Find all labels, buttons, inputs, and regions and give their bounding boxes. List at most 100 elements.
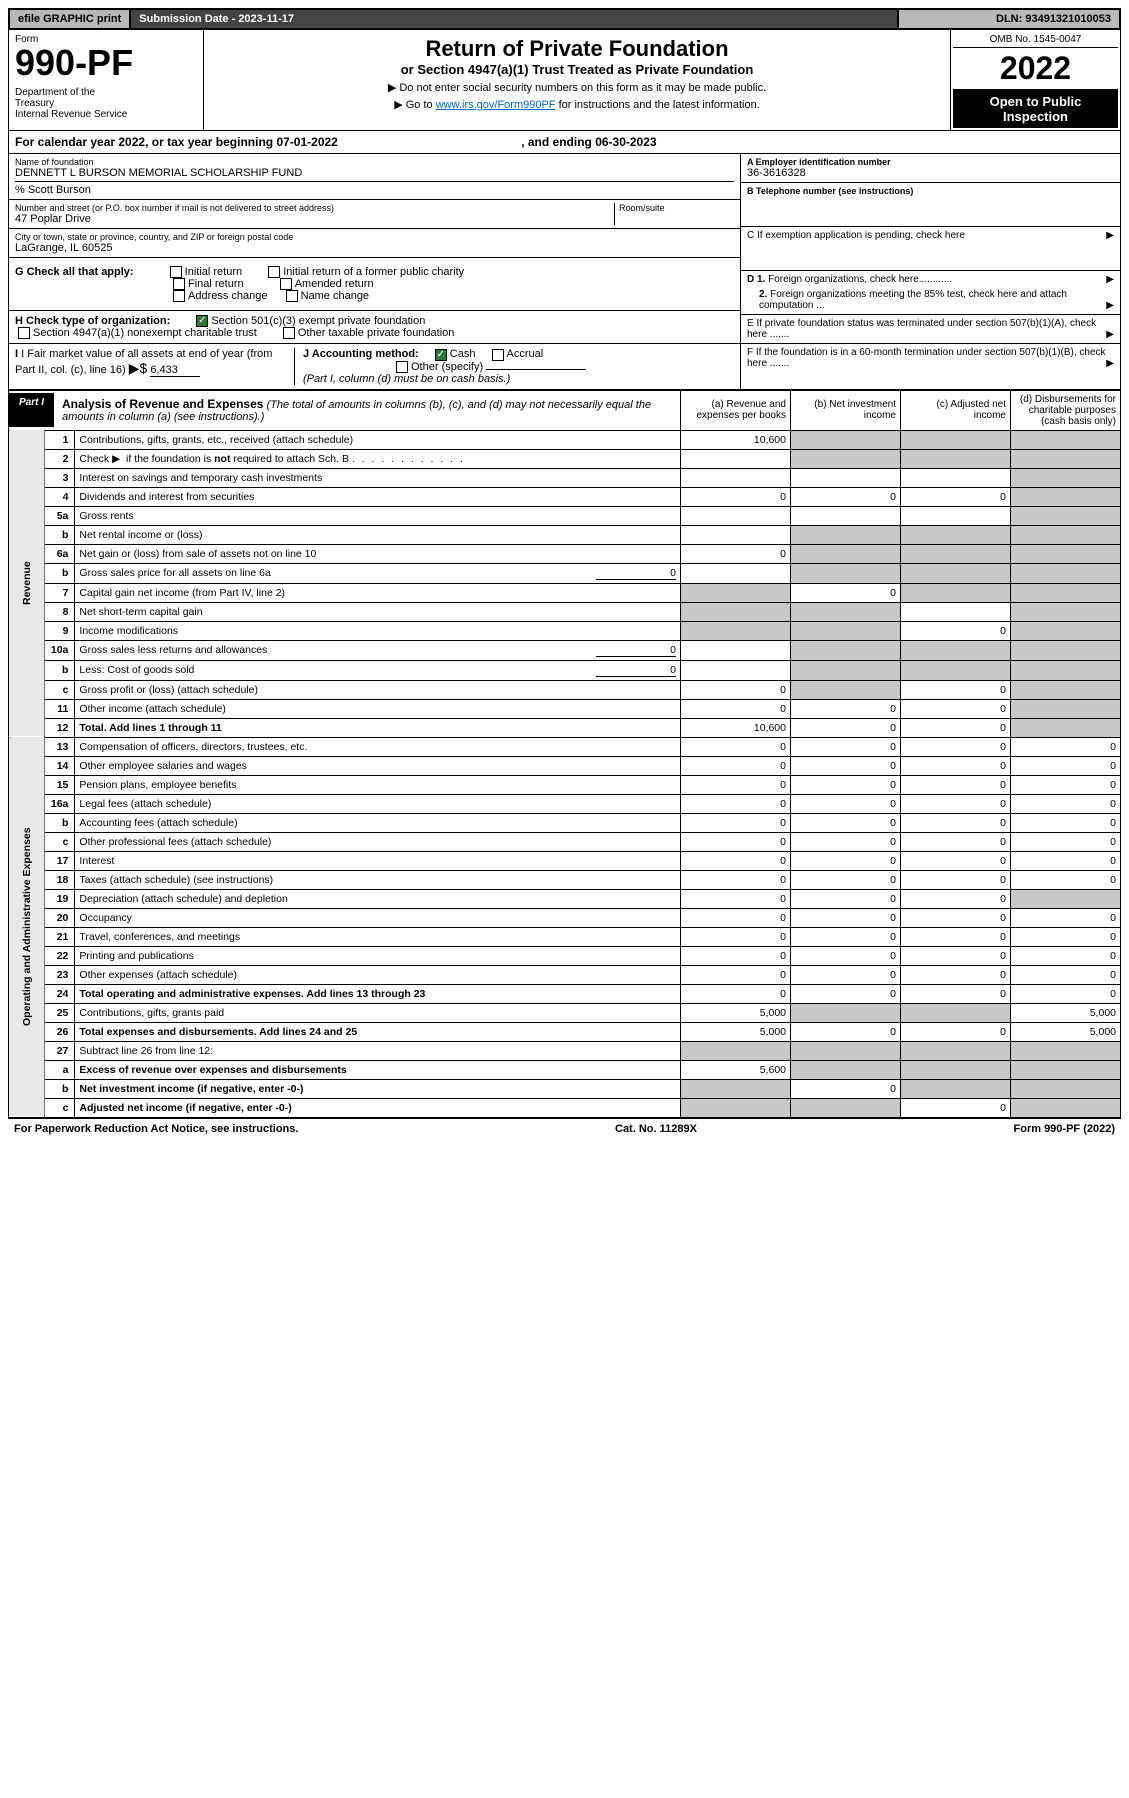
row-num: 15	[45, 775, 75, 794]
row-col-c	[901, 563, 1011, 583]
row-col-b	[791, 1060, 901, 1079]
cb-accrual[interactable]	[492, 349, 504, 361]
row-col-a	[681, 1098, 791, 1117]
row-col-a: 5,000	[681, 1003, 791, 1022]
phone-label: B Telephone number (see instructions)	[747, 186, 1114, 196]
row-col-a: 0	[681, 832, 791, 851]
row-num: b	[45, 813, 75, 832]
row-col-c: 0	[901, 756, 1011, 775]
cb-other-taxable[interactable]	[283, 327, 295, 339]
cb-501c3[interactable]	[196, 315, 208, 327]
row-col-a: 0	[681, 756, 791, 775]
row-col-b: 0	[791, 927, 901, 946]
row-col-c: 0	[901, 699, 1011, 718]
row-col-c	[901, 602, 1011, 621]
row-col-c: 0	[901, 984, 1011, 1003]
row-col-a	[681, 583, 791, 602]
form-title: Return of Private Foundation	[210, 36, 944, 62]
row-col-a: 0	[681, 699, 791, 718]
j-note: (Part I, column (d) must be on cash basi…	[303, 373, 510, 385]
row-col-d	[1011, 889, 1121, 908]
row-col-b: 0	[791, 718, 901, 737]
efile-label[interactable]: efile GRAPHIC print	[10, 10, 131, 28]
row-desc: Dividends and interest from securities	[75, 487, 681, 506]
row-col-b: 0	[791, 1022, 901, 1041]
row-num: c	[45, 1098, 75, 1117]
submission-date: Submission Date - 2023-11-17	[131, 10, 899, 28]
row-col-a: 0	[681, 870, 791, 889]
cb-name-change[interactable]	[286, 290, 298, 302]
cb-cash[interactable]	[435, 349, 447, 361]
row-col-a: 5,000	[681, 1022, 791, 1041]
row-col-b	[791, 640, 901, 660]
row-desc: Total expenses and disbursements. Add li…	[75, 1022, 681, 1041]
row-col-d	[1011, 544, 1121, 563]
row-num: 2	[45, 449, 75, 468]
d2-text: Foreign organizations meeting the 85% te…	[759, 289, 1067, 311]
row-col-d: 0	[1011, 737, 1121, 756]
row-col-c: 0	[901, 487, 1011, 506]
row-desc: Total operating and administrative expen…	[75, 984, 681, 1003]
row-desc: Pension plans, employee benefits	[75, 775, 681, 794]
i-label: I	[15, 348, 18, 360]
row-col-c	[901, 640, 1011, 660]
row-desc: Contributions, gifts, grants paid	[75, 1003, 681, 1022]
row-col-c: 0	[901, 1098, 1011, 1117]
row-desc: Legal fees (attach schedule)	[75, 794, 681, 813]
row-col-d	[1011, 1098, 1121, 1117]
row-col-c: 0	[901, 889, 1011, 908]
row-col-b	[791, 1098, 901, 1117]
cb-final-return[interactable]	[173, 278, 185, 290]
g-opt-3: Amended return	[295, 278, 374, 290]
row-col-b: 0	[791, 1079, 901, 1098]
cb-initial-return[interactable]	[170, 266, 182, 278]
row-desc: Interest on savings and temporary cash i…	[75, 468, 681, 487]
row-col-d: 5,000	[1011, 1003, 1121, 1022]
irs-link[interactable]: www.irs.gov/Form990PF	[436, 99, 556, 111]
row-desc: Capital gain net income (from Part IV, l…	[75, 583, 681, 602]
row-col-b: 0	[791, 737, 901, 756]
row-desc: Net rental income or (loss)	[75, 525, 681, 544]
row-col-b	[791, 621, 901, 640]
row-desc: Printing and publications	[75, 946, 681, 965]
cal-mid: , and ending	[521, 135, 595, 149]
row-col-b	[791, 525, 901, 544]
row-col-d: 0	[1011, 794, 1121, 813]
row-num: 16a	[45, 794, 75, 813]
row-col-b	[791, 1003, 901, 1022]
row-col-c: 0	[901, 775, 1011, 794]
h-opt-1: Section 501(c)(3) exempt private foundat…	[211, 315, 425, 327]
department: Department of theTreasuryInternal Revenu…	[15, 87, 197, 120]
row-col-b	[791, 1041, 901, 1060]
row-desc: Other professional fees (attach schedule…	[75, 832, 681, 851]
d1-text: Foreign organizations, check here.......…	[768, 274, 952, 285]
part1-label: Part I	[9, 393, 54, 427]
row-col-c: 0	[901, 965, 1011, 984]
cb-amended[interactable]	[280, 278, 292, 290]
row-desc: Gross profit or (loss) (attach schedule)	[75, 680, 681, 699]
row-num: 9	[45, 621, 75, 640]
note-ssn: ▶ Do not enter social security numbers o…	[210, 81, 944, 94]
row-col-c: 0	[901, 794, 1011, 813]
row-col-b	[791, 506, 901, 525]
row-col-b: 0	[791, 946, 901, 965]
row-col-b: 0	[791, 851, 901, 870]
form-subtitle: or Section 4947(a)(1) Trust Treated as P…	[210, 62, 944, 77]
cb-initial-former[interactable]	[268, 266, 280, 278]
cb-address-change[interactable]	[173, 290, 185, 302]
cb-4947[interactable]	[18, 327, 30, 339]
row-col-d: 0	[1011, 813, 1121, 832]
row-col-d	[1011, 660, 1121, 680]
j-cash: Cash	[450, 348, 476, 360]
row-num: 7	[45, 583, 75, 602]
row-desc: Gross sales price for all assets on line…	[75, 563, 681, 583]
top-bar: efile GRAPHIC print Submission Date - 20…	[8, 8, 1121, 30]
omb-number: OMB No. 1545-0047	[953, 32, 1118, 48]
i-arrow: ▶$	[129, 360, 148, 376]
cb-other-method[interactable]	[396, 361, 408, 373]
row-desc: Income modifications	[75, 621, 681, 640]
footer-left: For Paperwork Reduction Act Notice, see …	[14, 1123, 298, 1135]
row-col-d	[1011, 487, 1121, 506]
row-num: 25	[45, 1003, 75, 1022]
row-col-c: 0	[901, 832, 1011, 851]
